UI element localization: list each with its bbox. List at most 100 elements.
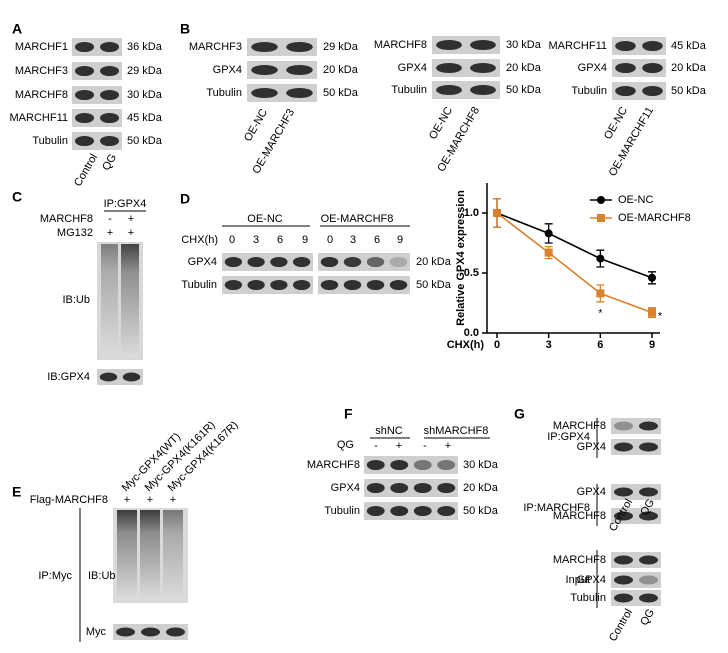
time-value: 9 bbox=[302, 234, 308, 246]
row-label: MARCHF3 bbox=[189, 41, 242, 53]
panel-label: G bbox=[514, 406, 525, 422]
band bbox=[436, 62, 462, 74]
band bbox=[286, 87, 313, 99]
band bbox=[470, 39, 496, 51]
lane-label: QG bbox=[100, 152, 119, 173]
band bbox=[615, 62, 636, 74]
y-tick-label: 0.0 bbox=[464, 327, 479, 339]
band bbox=[141, 627, 160, 637]
treatment-label: QG bbox=[337, 439, 354, 451]
band bbox=[614, 511, 633, 521]
row-label: MARCHF8 bbox=[374, 39, 427, 51]
point bbox=[648, 308, 656, 317]
size-label: 50 kDa bbox=[506, 84, 542, 96]
size-label: 29 kDa bbox=[127, 65, 163, 77]
row-label: GPX4 bbox=[213, 64, 242, 76]
size-label: 20 kDa bbox=[416, 256, 452, 268]
band bbox=[614, 421, 633, 431]
point bbox=[544, 229, 553, 238]
size-label: 50 kDa bbox=[671, 85, 707, 97]
x-tick-label: 9 bbox=[649, 339, 655, 351]
row-label: MARCHF8 bbox=[307, 459, 360, 471]
band bbox=[639, 511, 658, 521]
row-label: MARCHF8 bbox=[553, 510, 606, 522]
band bbox=[639, 593, 658, 603]
band bbox=[614, 593, 633, 603]
treatment-mark: - bbox=[423, 440, 427, 452]
blot bbox=[222, 253, 313, 271]
band bbox=[292, 279, 311, 291]
treatment-label: MG132 bbox=[57, 227, 93, 239]
row-label: GPX4 bbox=[398, 62, 427, 74]
panel-label: A bbox=[12, 21, 22, 37]
size-label: 36 kDa bbox=[127, 41, 163, 53]
row-label: Tubulin bbox=[391, 84, 427, 96]
size-label: 20 kDa bbox=[323, 64, 359, 76]
row-label: Tubulin bbox=[571, 85, 607, 97]
band bbox=[642, 85, 663, 97]
band bbox=[389, 279, 408, 291]
size-label: 50 kDa bbox=[127, 135, 163, 147]
size-label: 20 kDa bbox=[506, 62, 542, 74]
point bbox=[544, 248, 553, 257]
size-label: 30 kDa bbox=[506, 39, 542, 51]
size-label: 50 kDa bbox=[416, 279, 452, 291]
lane-label: OE-NC bbox=[427, 105, 455, 142]
band bbox=[390, 459, 409, 471]
band bbox=[251, 87, 278, 99]
x-tick-label: 0 bbox=[494, 339, 500, 351]
row-label: MARCHF8 bbox=[15, 89, 68, 101]
band bbox=[390, 505, 409, 517]
band bbox=[389, 256, 408, 268]
band bbox=[436, 39, 462, 51]
blot bbox=[318, 253, 410, 271]
treatment-mark: + bbox=[147, 494, 153, 506]
treatment-mark: + bbox=[396, 440, 402, 452]
treatment-mark: + bbox=[128, 213, 134, 225]
ip-label: IP:GPX4 bbox=[104, 198, 147, 210]
time-value: 6 bbox=[277, 234, 283, 246]
smear bbox=[121, 244, 139, 358]
lane-label: Control bbox=[72, 152, 100, 189]
band bbox=[75, 65, 94, 77]
group-label: OE-MARCHF8 bbox=[321, 213, 394, 225]
series-line bbox=[496, 212, 653, 314]
treatment-mark: - bbox=[108, 213, 112, 225]
band bbox=[413, 459, 432, 471]
band bbox=[615, 40, 636, 52]
annotation: * bbox=[658, 311, 663, 323]
point bbox=[596, 254, 605, 263]
ip-label: IP:MARCHF8 bbox=[523, 502, 590, 514]
size-label: 29 kDa bbox=[323, 41, 359, 53]
band bbox=[320, 279, 339, 291]
time-value: 6 bbox=[374, 234, 380, 246]
band bbox=[100, 135, 119, 147]
band bbox=[292, 256, 311, 268]
band bbox=[116, 627, 135, 637]
band bbox=[366, 279, 385, 291]
band bbox=[100, 89, 119, 101]
panel-label: D bbox=[180, 191, 190, 207]
ip-label: IP:Myc bbox=[38, 570, 72, 582]
band bbox=[251, 64, 278, 76]
band bbox=[437, 459, 456, 471]
band bbox=[343, 256, 362, 268]
band bbox=[251, 41, 278, 53]
time-value: 9 bbox=[397, 234, 403, 246]
row-label: GPX4 bbox=[188, 256, 217, 268]
band bbox=[413, 505, 432, 517]
size-label: 30 kDa bbox=[463, 459, 499, 471]
band bbox=[366, 256, 385, 268]
x-tick-label: 3 bbox=[546, 339, 552, 351]
treatment-mark: + bbox=[124, 494, 130, 506]
row-label: MARCHF8 bbox=[553, 420, 606, 432]
row-label: GPX4 bbox=[577, 441, 606, 453]
lane-label: OE-NC bbox=[242, 107, 270, 144]
band bbox=[100, 65, 119, 77]
time-value: 0 bbox=[229, 234, 235, 246]
band bbox=[122, 372, 141, 382]
row-label: GPX4 bbox=[577, 486, 606, 498]
blot bbox=[364, 479, 458, 497]
legend-marker bbox=[597, 196, 605, 204]
